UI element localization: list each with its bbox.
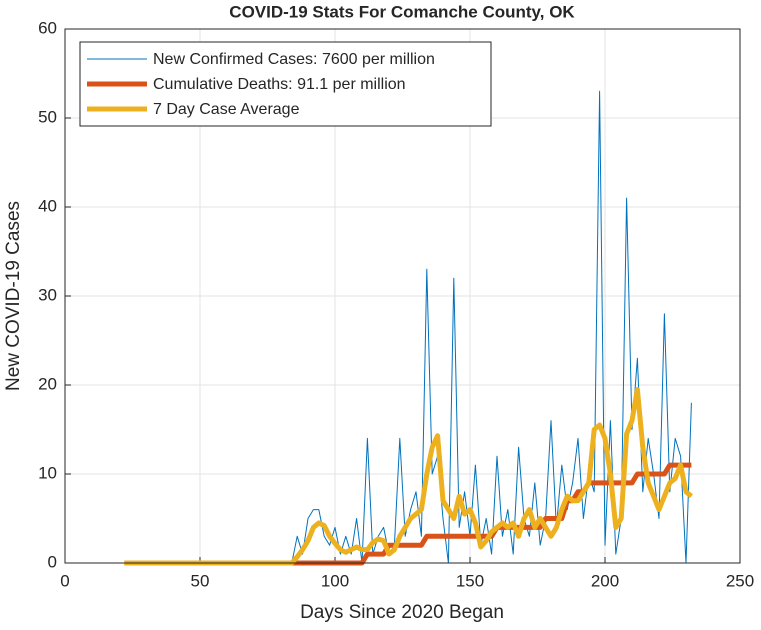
x-tick-label: 50 — [191, 571, 210, 590]
y-tick-label: 0 — [48, 552, 57, 571]
legend-box — [79, 41, 492, 127]
x-tick-label: 250 — [726, 571, 754, 590]
data-line — [124, 386, 693, 566]
y-tick-label: 60 — [38, 18, 57, 37]
y-tick-label: 50 — [38, 107, 57, 126]
legend-label: New Confirmed Cases: 7600 per million — [153, 51, 435, 68]
y-tick-label: 30 — [38, 285, 57, 304]
y-tick-label: 10 — [38, 463, 57, 482]
legend-label: Cumulative Deaths: 91.1 per million — [153, 76, 406, 93]
y-tick-label: 40 — [38, 196, 57, 215]
x-tick-label: 150 — [456, 571, 484, 590]
chart-title: COVID-19 Stats For Comanche County, OK — [229, 2, 575, 21]
x-axis-label: Days Since 2020 Began — [300, 602, 504, 623]
x-tick-label: 200 — [591, 571, 619, 590]
y-tick-label: 20 — [38, 374, 57, 393]
legend-label: 7 Day Case Average — [153, 101, 300, 118]
y-axis-label: New COVID-19 Cases — [3, 201, 24, 391]
x-tick-label: 0 — [60, 571, 69, 590]
x-tick-label: 100 — [321, 571, 349, 590]
axes-box — [64, 28, 741, 564]
